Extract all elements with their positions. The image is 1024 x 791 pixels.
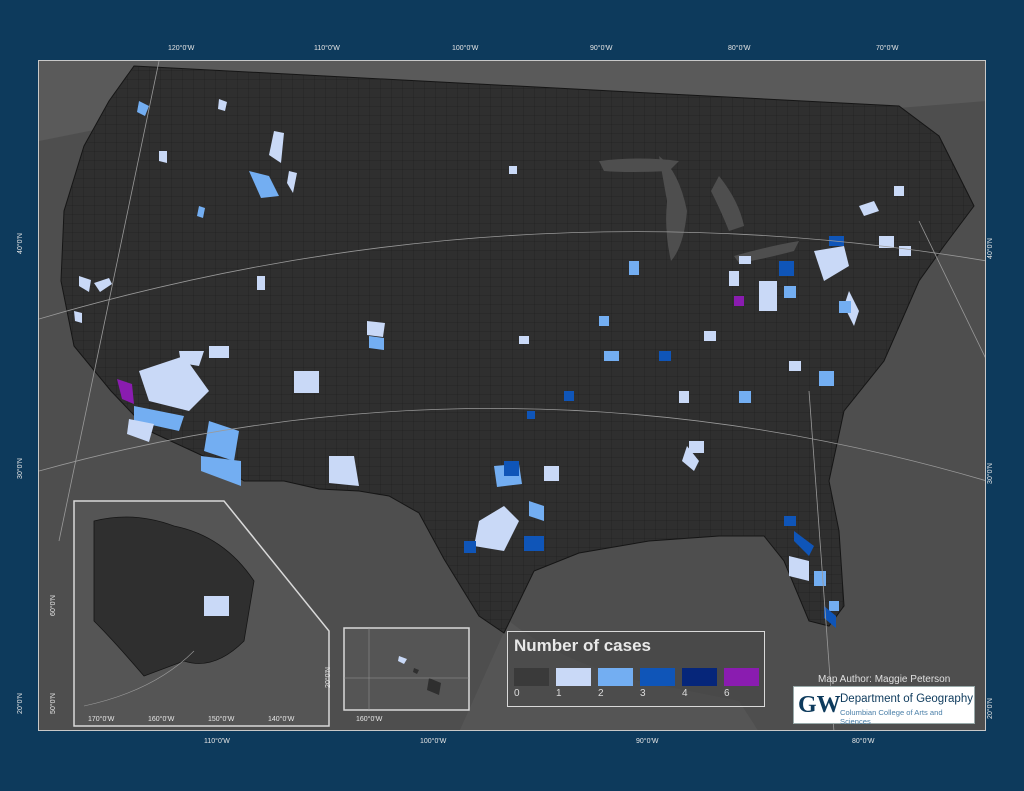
- graticule-label-top: 100°0'W: [452, 45, 479, 52]
- graticule-lines: [39, 61, 985, 730]
- legend-label: 2: [598, 688, 604, 699]
- legend-swatch: [724, 668, 759, 686]
- alaska-lon-label: 170°0'W: [88, 716, 115, 723]
- hawaii-lon-label: 160°0'W: [356, 716, 383, 723]
- alaska-lon-label: 160°0'W: [148, 716, 175, 723]
- graticule-label-left: 40°0'N: [16, 233, 24, 254]
- case-counties: [74, 99, 911, 628]
- alaska-inset: [73, 500, 330, 727]
- graticule-label-top: 70°0'W: [876, 45, 899, 52]
- graticule-label-right: 30°0'N: [986, 463, 994, 484]
- graticule-label-bottom: 100°0'W: [420, 738, 447, 745]
- us-counties: [60, 65, 975, 634]
- legend-title: Number of cases: [514, 636, 651, 655]
- legend-swatch: [514, 668, 549, 686]
- legend-label: 4: [682, 688, 688, 699]
- legend-label: 6: [724, 688, 730, 699]
- alaska-lon-label: 140°0'W: [268, 716, 295, 723]
- alaska-lat-label: 50°0'N: [49, 693, 57, 714]
- graticule-label-left: 20°0'N: [16, 693, 24, 714]
- alaska-lon-label: 150°0'W: [208, 716, 235, 723]
- legend-swatch: [556, 668, 591, 686]
- graticule-label-bottom: 90°0'W: [636, 738, 659, 745]
- legend-label: 0: [514, 688, 520, 699]
- graticule-label-bottom: 110°0'W: [204, 738, 230, 745]
- legend-swatch: [640, 668, 675, 686]
- graticule-label-left: 30°0'N: [16, 458, 24, 479]
- hawaii-lat-label: 20°0'N: [324, 667, 332, 688]
- logo-line-college: Columbian College of Arts and Sciences: [840, 708, 943, 726]
- hawaii-inset: [343, 627, 470, 711]
- graticule-label-top: 80°0'W: [728, 45, 751, 52]
- alaska-lat-label: 60°0'N: [49, 595, 57, 616]
- legend-swatch: [682, 668, 717, 686]
- graticule-label-right: 40°0'N: [986, 238, 994, 259]
- map-frame: [38, 60, 986, 731]
- legend-label: 3: [640, 688, 646, 699]
- legend: Number of cases 0 1 2 3 4 6: [507, 631, 765, 707]
- gw-department-logo: GW Department of Geography Columbian Col…: [793, 686, 975, 726]
- graticule-label-top: 90°0'W: [590, 45, 613, 52]
- map-canvas: [39, 61, 985, 730]
- graticule-label-bottom: 80°0'W: [852, 738, 875, 745]
- logo-line-department: Department of Geography: [840, 693, 973, 705]
- graticule-label-right: 20°0'N: [986, 698, 994, 719]
- graticule-label-top: 110°0'W: [314, 45, 340, 52]
- gw-logo-mark: GW: [798, 692, 841, 718]
- graticule-label-top: 120°0'W: [168, 45, 195, 52]
- map-author: Map Author: Maggie Peterson: [818, 674, 951, 685]
- legend-label: 1: [556, 688, 562, 699]
- legend-swatch: [598, 668, 633, 686]
